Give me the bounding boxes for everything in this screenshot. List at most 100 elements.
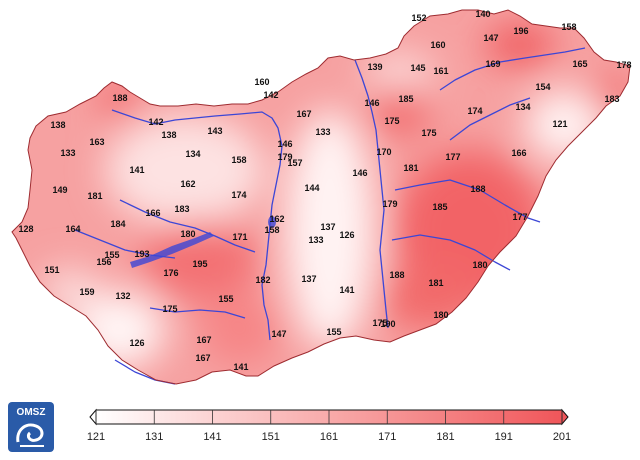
- station-label: 176: [163, 268, 178, 278]
- station-label: 179: [382, 199, 397, 209]
- station-label: 146: [364, 98, 379, 108]
- station-label: 121: [552, 119, 567, 129]
- omsz-logo: OMSZ: [8, 402, 54, 452]
- station-label: 158: [561, 22, 576, 32]
- station-label: 149: [52, 185, 67, 195]
- station-label: 185: [398, 94, 413, 104]
- station-label: 146: [277, 139, 292, 149]
- station-label: 138: [50, 120, 65, 130]
- station-label: 155: [326, 327, 341, 337]
- station-label: 188: [112, 93, 127, 103]
- station-label: 188: [470, 184, 485, 194]
- station-label: 140: [475, 9, 490, 19]
- station-label: 146: [352, 168, 367, 178]
- station-label: 165: [572, 59, 587, 69]
- station-label: 142: [148, 117, 163, 127]
- station-label: 160: [430, 40, 445, 50]
- station-label: 156: [96, 257, 111, 267]
- station-label: 185: [432, 202, 447, 212]
- station-label: 182: [255, 275, 270, 285]
- station-label: 152: [411, 13, 426, 23]
- station-label: 141: [129, 165, 144, 175]
- station-label: 132: [115, 291, 130, 301]
- station-label: 184: [110, 219, 125, 229]
- station-label: 175: [421, 128, 436, 138]
- station-label: 162: [269, 214, 284, 224]
- station-label: 190: [380, 319, 395, 329]
- station-label: 177: [512, 212, 527, 222]
- legend-tick-label: 201: [553, 431, 571, 443]
- legend-tick-label: 171: [378, 431, 396, 443]
- station-label: 147: [483, 33, 498, 43]
- lakes: [130, 216, 276, 268]
- station-label: 139: [367, 62, 382, 72]
- station-label: 162: [180, 179, 195, 189]
- station-label: 160: [254, 77, 269, 87]
- station-label: 141: [233, 362, 248, 372]
- station-label: 166: [511, 148, 526, 158]
- station-label: 195: [192, 259, 207, 269]
- station-label: 137: [301, 274, 316, 284]
- station-label: 174: [467, 106, 482, 116]
- station-label: 134: [185, 149, 200, 159]
- station-label: 147: [271, 329, 286, 339]
- legend-tick-label: 191: [495, 431, 513, 443]
- station-label: 126: [339, 230, 354, 240]
- station-label: 128: [18, 224, 33, 234]
- station-label: 126: [129, 338, 144, 348]
- station-label: 158: [231, 155, 246, 165]
- station-label: 175: [384, 116, 399, 126]
- station-labels: 152 140 196 158 160 147 165 178 169 154 183 139 145 1…: [18, 9, 631, 372]
- legend-tick-label: 161: [320, 431, 338, 443]
- station-label: 166: [145, 208, 160, 218]
- station-label: 143: [207, 126, 222, 136]
- station-label: 158: [264, 225, 279, 235]
- station-label: 170: [376, 147, 391, 157]
- rivers: [74, 47, 586, 385]
- color-legend: 121 131 141 151 161 171 181 191 201: [87, 408, 571, 443]
- omsz-logo-icon: OMSZ: [8, 402, 54, 452]
- station-label: 167: [196, 335, 211, 345]
- station-label: 181: [428, 278, 443, 288]
- station-label: 183: [174, 204, 189, 214]
- station-label: 159: [79, 287, 94, 297]
- station-label: 145: [410, 63, 425, 73]
- station-label: 181: [87, 191, 102, 201]
- station-label: 142: [263, 90, 278, 100]
- station-label: 181: [403, 163, 418, 173]
- station-label: 178: [616, 60, 631, 70]
- legend-tick-label: 121: [87, 431, 105, 443]
- legend-max-arrow: [561, 408, 569, 426]
- station-label: 133: [60, 148, 75, 158]
- station-label: 180: [472, 260, 487, 270]
- station-label: 167: [195, 353, 210, 363]
- station-label: 169: [485, 59, 500, 69]
- station-label: 175: [372, 318, 387, 328]
- station-label: 133: [308, 235, 323, 245]
- station-label: 177: [445, 152, 460, 162]
- station-label: 180: [180, 229, 195, 239]
- legend-min-arrow: [89, 408, 97, 426]
- logo-text: OMSZ: [17, 407, 46, 418]
- legend-tick-label: 141: [203, 431, 221, 443]
- station-label: 157: [287, 158, 302, 168]
- station-label: 183: [604, 94, 619, 104]
- station-label: 151: [44, 265, 59, 275]
- station-label: 141: [339, 285, 354, 295]
- station-label: 193: [134, 249, 149, 259]
- station-label: 164: [65, 224, 80, 234]
- station-label: 171: [232, 232, 247, 242]
- legend-tick-label: 181: [436, 431, 454, 443]
- station-label: 180: [433, 310, 448, 320]
- station-label: 155: [104, 250, 119, 260]
- station-label: 179: [277, 152, 292, 162]
- station-label: 174: [231, 190, 246, 200]
- station-label: 155: [218, 294, 233, 304]
- legend-tick-label: 151: [262, 431, 280, 443]
- station-label: 163: [89, 137, 104, 147]
- station-label: 138: [161, 130, 176, 140]
- station-label: 167: [296, 109, 311, 119]
- station-label: 133: [315, 127, 330, 137]
- legend-tick-label: 131: [145, 431, 163, 443]
